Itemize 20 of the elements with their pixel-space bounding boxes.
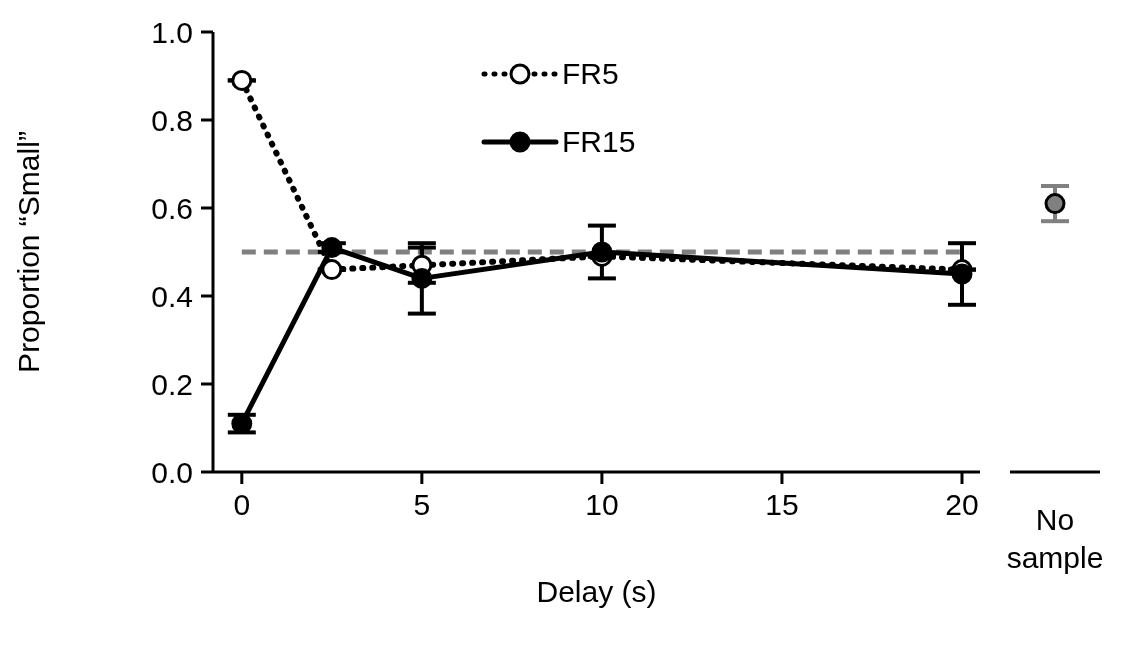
x-axis-title: Delay (s)	[536, 575, 657, 608]
point	[231, 69, 253, 91]
y-axis-title: Proportion “Small”	[11, 131, 45, 373]
x-tick-label: No sample	[1006, 503, 1104, 574]
y-tick-label: 0.0	[151, 455, 193, 489]
point	[411, 267, 433, 289]
point	[321, 237, 343, 259]
x-tick-label: 10	[585, 488, 619, 522]
x-tick-label: 0	[233, 488, 251, 522]
x-tick-label: 20	[945, 488, 979, 522]
x-tick-label: 15	[765, 488, 799, 522]
y-tick-label: 0.4	[151, 279, 193, 313]
point	[321, 259, 343, 281]
y-tick-label: 0.8	[151, 103, 193, 137]
y-tick-label: 0.2	[151, 367, 193, 401]
x-tick-label: 5	[413, 488, 431, 522]
y-tick-label: 0.6	[151, 191, 193, 225]
legend-label: FR15	[562, 125, 636, 159]
y-tick-label: 1.0	[151, 15, 193, 49]
legend-label: FR5	[562, 57, 619, 91]
